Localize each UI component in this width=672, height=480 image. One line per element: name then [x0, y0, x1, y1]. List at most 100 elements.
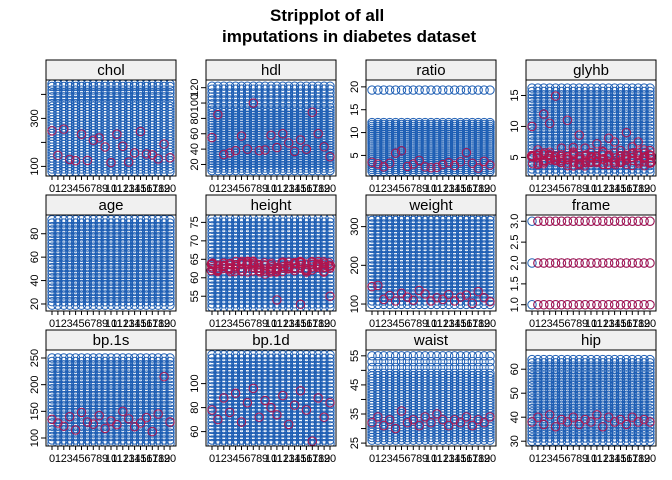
observed-point — [455, 85, 466, 95]
observed-point — [213, 130, 223, 141]
imputed-point — [118, 141, 128, 151]
observed-point — [118, 249, 128, 259]
observed-point — [207, 145, 217, 156]
observed-point — [141, 293, 152, 304]
observed-point — [533, 167, 543, 176]
x-tick-label: 5 — [78, 183, 84, 195]
observed-point — [236, 128, 247, 138]
observed-point — [598, 93, 608, 103]
observed-point — [533, 164, 543, 174]
observed-point — [586, 127, 596, 137]
y-tick-label: 300 — [349, 217, 361, 235]
imputed-point — [88, 135, 99, 145]
x-tick-label: 18 — [472, 318, 484, 330]
observed-point — [550, 123, 561, 134]
imputed-point — [289, 257, 300, 268]
observed-point — [260, 138, 270, 148]
observed-point — [449, 85, 460, 95]
imputed-point — [639, 145, 649, 155]
imputed-point — [76, 129, 87, 139]
observed-point — [53, 286, 63, 297]
observed-point — [59, 101, 69, 111]
observed-point — [539, 120, 549, 130]
imputed-point — [313, 129, 323, 139]
observed-point — [106, 218, 116, 228]
observed-point — [213, 115, 223, 125]
observed-point — [159, 80, 169, 89]
x-tick-label: 20 — [644, 183, 656, 195]
observed-point — [147, 297, 158, 307]
observed-point — [254, 115, 264, 125]
observed-point — [219, 118, 229, 128]
imputed-point — [568, 147, 578, 157]
observed-point — [141, 238, 152, 249]
observed-point — [485, 275, 495, 285]
observed-point — [272, 145, 282, 156]
x-tick-label: 12 — [437, 318, 449, 330]
observed-point — [153, 249, 163, 259]
observed-point — [53, 225, 63, 235]
observed-point — [112, 273, 122, 283]
observed-point — [373, 85, 383, 95]
observed-point — [236, 138, 247, 148]
observed-point — [301, 165, 312, 176]
x-tick-label: 3 — [227, 318, 233, 330]
observed-point — [568, 83, 578, 93]
imputed-point — [213, 109, 223, 120]
observed-point — [278, 143, 288, 153]
observed-point — [313, 153, 323, 163]
observed-point — [604, 117, 614, 127]
x-tick-label: 0 — [529, 183, 535, 195]
observed-point — [159, 269, 169, 280]
y-tick-label: 40 — [189, 143, 201, 155]
x-tick-label: 20 — [484, 183, 496, 195]
imputed-point — [574, 130, 584, 140]
observed-point — [592, 167, 602, 176]
y-tick-label: 15 — [509, 89, 521, 101]
observed-point — [325, 165, 335, 176]
observed-point — [539, 83, 549, 93]
x-tick-label: 15 — [134, 318, 146, 330]
observed-point — [94, 300, 104, 310]
observed-point — [124, 228, 134, 239]
observed-point — [141, 276, 152, 286]
observed-point — [266, 150, 276, 161]
observed-point — [159, 218, 169, 228]
panel-points — [367, 215, 495, 310]
observed-point — [141, 283, 152, 293]
observed-point — [65, 80, 75, 89]
observed-point — [284, 81, 294, 91]
observed-point — [633, 140, 643, 151]
observed-point — [295, 105, 306, 115]
observed-point — [527, 100, 537, 110]
observed-point — [319, 120, 329, 130]
observed-point — [266, 135, 276, 146]
imputed-point — [94, 133, 104, 143]
observed-point — [301, 153, 312, 163]
observed-point — [609, 123, 620, 134]
observed-point — [284, 113, 294, 123]
observed-point — [59, 80, 69, 89]
observed-point — [325, 288, 335, 298]
observed-point — [545, 90, 555, 100]
imputed-point — [550, 216, 561, 226]
imputed-point — [533, 300, 543, 310]
observed-point — [129, 101, 140, 111]
observed-point — [289, 153, 300, 163]
observed-point — [289, 115, 300, 125]
imputed-point — [390, 148, 401, 158]
observed-point — [242, 125, 253, 136]
observed-point — [230, 155, 241, 166]
imputed-point — [230, 264, 240, 274]
observed-point — [141, 235, 152, 245]
observed-point — [639, 123, 649, 134]
observed-point — [213, 81, 223, 91]
observed-point — [545, 83, 555, 93]
observed-point — [76, 273, 87, 283]
observed-point — [230, 163, 241, 173]
observed-point — [260, 110, 270, 120]
observed-point — [289, 143, 300, 153]
imputed-point — [609, 158, 619, 168]
observed-point — [301, 155, 312, 166]
observed-point — [106, 252, 116, 262]
